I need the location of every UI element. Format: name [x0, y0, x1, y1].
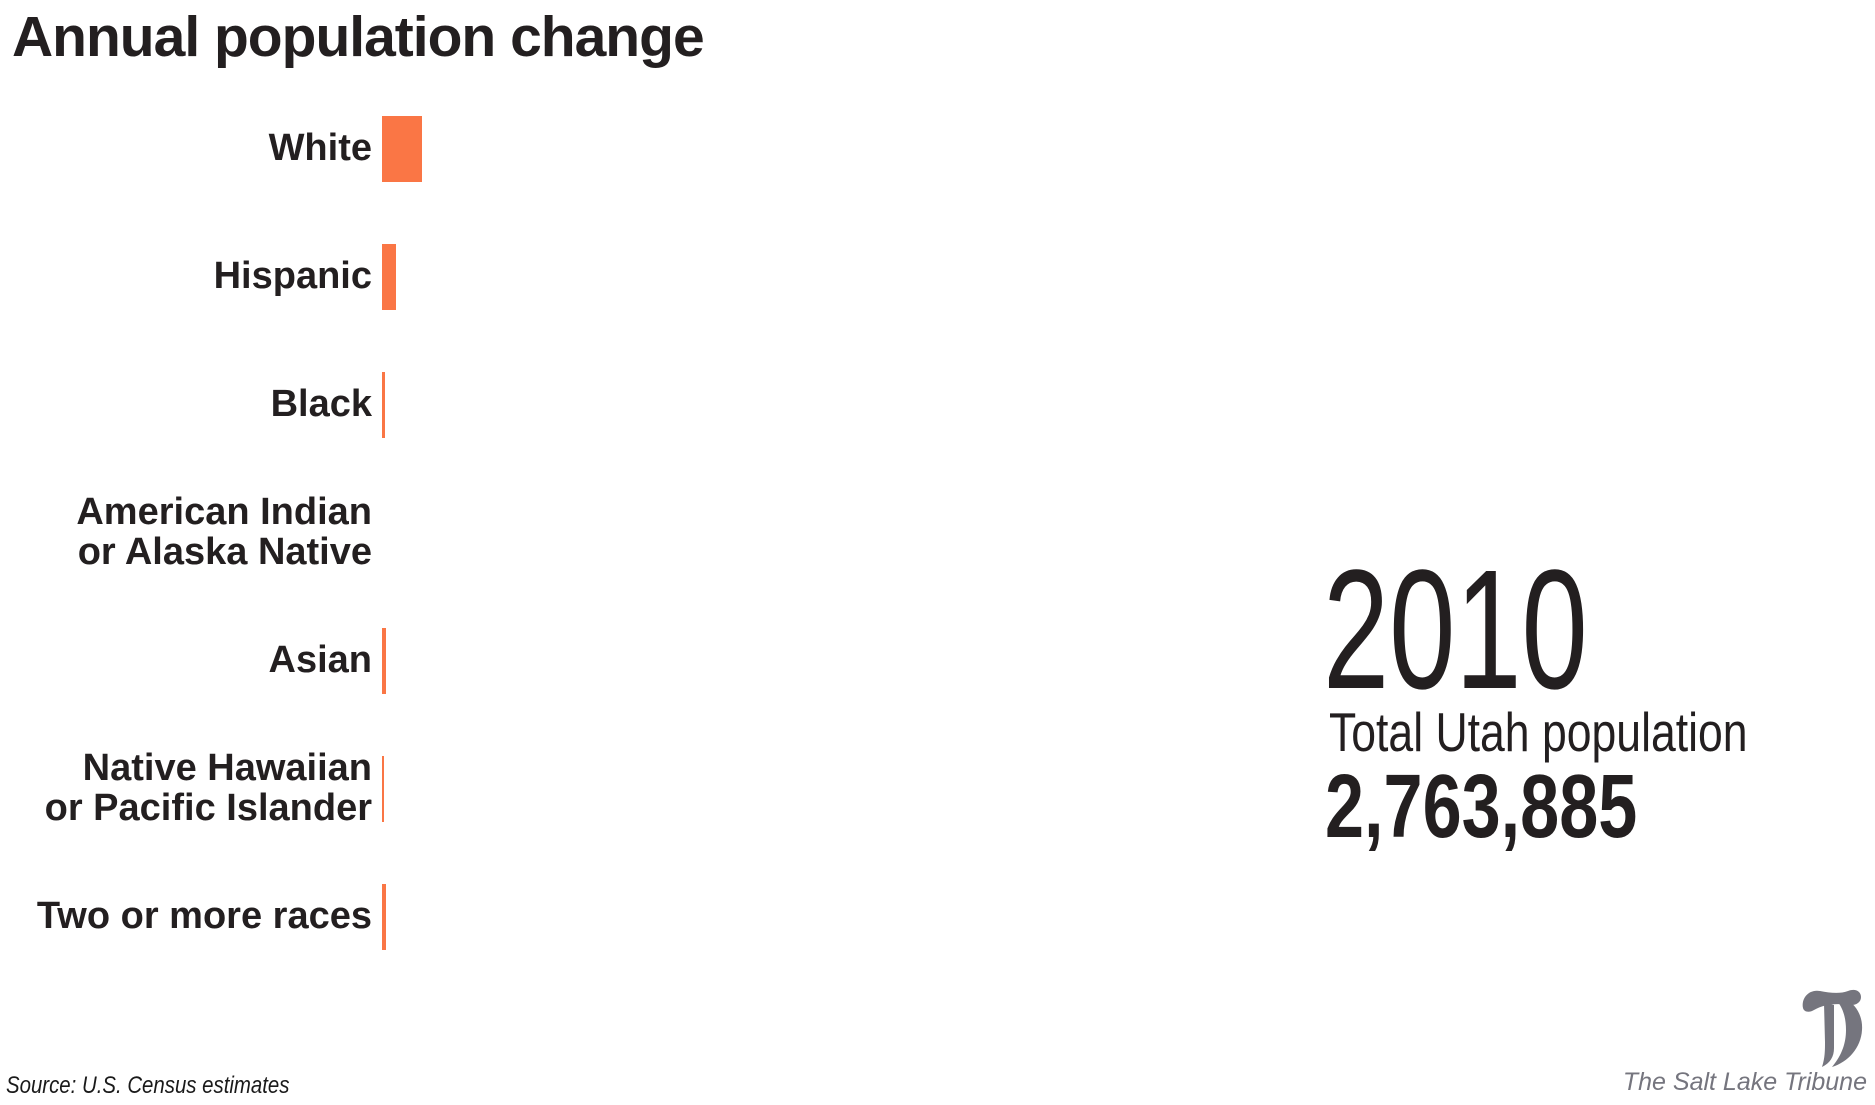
category-label-two-or-more: Two or more races: [36, 895, 372, 938]
bar-row-white: White: [0, 116, 900, 182]
category-label-asian: Asian: [268, 639, 372, 682]
bar-row-black: Black: [0, 372, 900, 438]
bar-row-american-indian: American Indian or Alaska Native: [0, 491, 900, 573]
bar-row-two-or-more: Two or more races: [0, 884, 900, 950]
bar-two-or-more: [382, 884, 386, 950]
source-note: Source: U.S. Census estimates: [6, 1072, 290, 1099]
chart-title: Annual population change: [12, 5, 705, 69]
category-label-american-indian: American Indian or Alaska Native: [76, 491, 372, 573]
total-population-value: 2,763,885: [1325, 757, 1638, 857]
tribune-logo-icon: [1802, 989, 1863, 1067]
year-value: 2010: [1323, 535, 1588, 725]
bar-row-native-hawaiian: Native Hawaiian or Pacific Islander: [0, 747, 900, 829]
category-label-black: Black: [270, 383, 372, 426]
category-label-white: White: [268, 127, 372, 170]
bar-native-hawaiian: [382, 756, 384, 822]
bar-asian: [382, 628, 386, 694]
category-label-native-hawaiian: Native Hawaiian or Pacific Islander: [44, 747, 372, 829]
brand-name: The Salt Lake Tribune: [1622, 1068, 1867, 1096]
total-population-label: Total Utah population: [1329, 701, 1748, 763]
bar-row-hispanic: Hispanic: [0, 244, 900, 310]
bar-row-asian: Asian: [0, 628, 900, 694]
bar-white: [382, 116, 422, 182]
bar-black: [382, 372, 385, 438]
category-label-hispanic: Hispanic: [213, 255, 372, 298]
bar-hispanic: [382, 244, 396, 310]
